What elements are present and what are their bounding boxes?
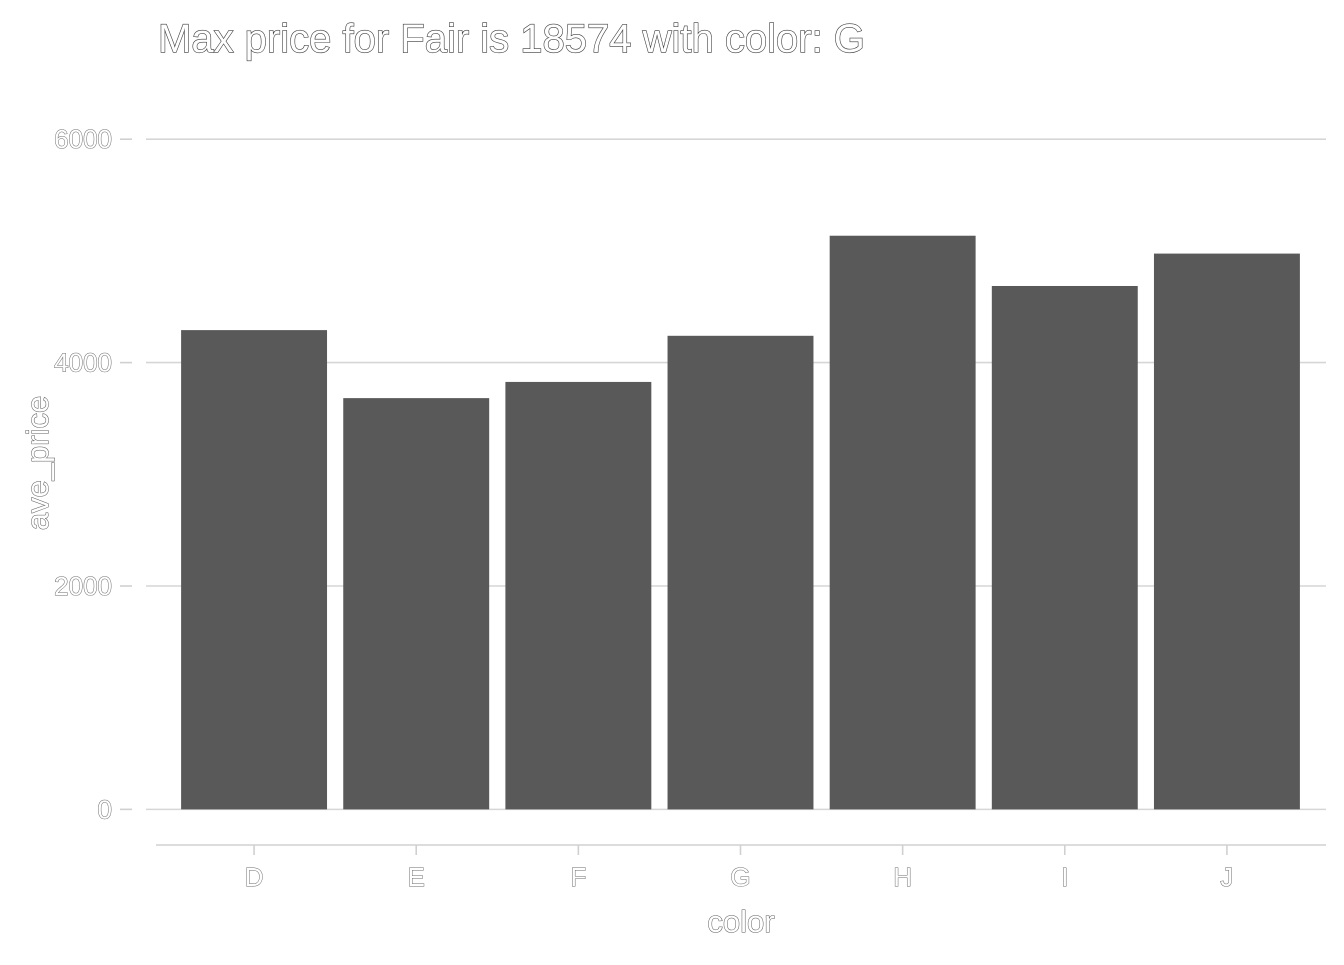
x-axis-title: color (707, 904, 774, 939)
y-tick-label-4000: 4000 (54, 348, 112, 378)
bar-F (505, 381, 652, 810)
y-axis-title: ave_price (20, 396, 55, 530)
x-tick-label-E: E (408, 862, 425, 892)
bar-E (343, 398, 490, 810)
bar-D (181, 330, 328, 810)
x-tick-label-G: G (730, 862, 750, 892)
axes: 0 2000 4000 6000 D E F G H I J (54, 124, 1326, 893)
y-tick-label-2000: 2000 (54, 571, 112, 601)
x-tick-label-H: H (893, 862, 912, 892)
x-tick-label-F: F (570, 862, 586, 892)
y-tick-label-0: 0 (98, 794, 112, 824)
bar-H (829, 235, 976, 810)
x-tick-label-I: I (1061, 862, 1068, 892)
chart-title: Max price for Fair is 18574 with color: … (158, 17, 865, 61)
bar-G (667, 335, 814, 810)
x-tick-label-J: J (1220, 862, 1233, 892)
bar-I (991, 285, 1138, 810)
y-tick-label-6000: 6000 (54, 124, 112, 154)
bars (181, 235, 1300, 810)
bar-J (1153, 253, 1300, 810)
x-tick-label-D: D (245, 862, 264, 892)
